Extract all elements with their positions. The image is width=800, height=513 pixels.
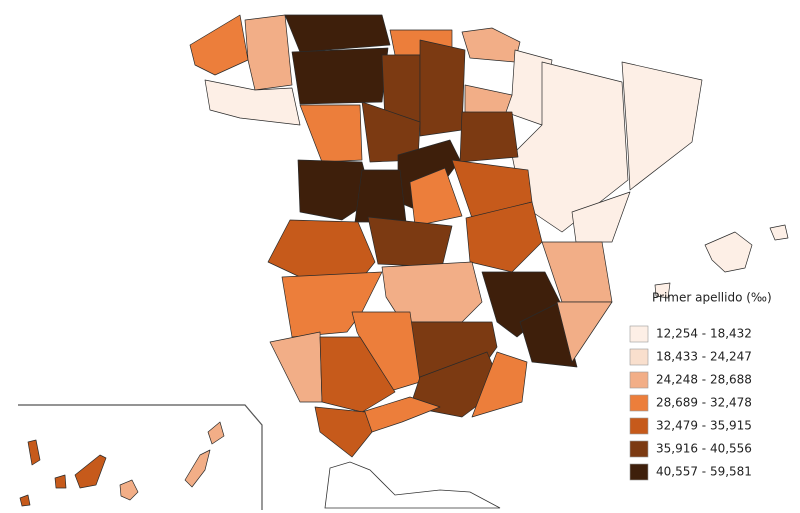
coast-africa [324, 461, 501, 509]
island [119, 479, 139, 501]
legend-label: 40,557 - 59,581 [656, 465, 752, 479]
island [654, 282, 671, 299]
province [284, 14, 391, 53]
legend-swatch [629, 440, 649, 458]
island [74, 454, 107, 489]
legend-swatch [629, 417, 649, 435]
province [409, 167, 463, 227]
legend-swatch [629, 463, 649, 481]
island [184, 449, 211, 488]
island [704, 231, 753, 273]
legend-swatch [629, 348, 649, 366]
legend-swatch [629, 371, 649, 389]
province [204, 79, 301, 126]
province [465, 201, 543, 273]
island [19, 494, 31, 507]
legend-label: 32,479 - 35,915 [656, 419, 752, 433]
canary-islands [18, 404, 263, 510]
island [54, 474, 67, 489]
province [351, 311, 421, 393]
province [354, 169, 407, 223]
island [769, 224, 789, 241]
province [471, 351, 528, 418]
legend-swatch [629, 394, 649, 412]
province [314, 406, 373, 458]
province [461, 27, 521, 63]
province [419, 39, 466, 137]
island [207, 421, 225, 445]
province [269, 331, 323, 403]
province [189, 14, 249, 76]
legend-label: 12,254 - 18,432 [656, 327, 752, 341]
province [367, 216, 453, 268]
legend: Primer apellido (‰) 12,254 - 18,432 18,43… [629, 291, 772, 481]
province [459, 111, 519, 163]
legend-label: 28,689 - 32,478 [656, 396, 752, 410]
legend-title: Primer apellido (‰) [652, 291, 772, 305]
province [291, 47, 389, 105]
province [571, 191, 631, 243]
legend-label: 35,916 - 40,556 [656, 442, 752, 456]
province [299, 104, 363, 163]
legend-swatch [629, 325, 649, 343]
inset-border [18, 404, 263, 510]
legend-label: 18,433 - 24,247 [656, 350, 752, 364]
province [319, 336, 396, 413]
province [504, 49, 553, 126]
province [464, 84, 513, 116]
provinces [189, 14, 789, 458]
province [556, 301, 613, 363]
province [244, 14, 293, 91]
legend-label: 24,248 - 28,688 [656, 373, 752, 387]
province [621, 61, 703, 191]
province [511, 61, 629, 233]
island [27, 439, 41, 466]
